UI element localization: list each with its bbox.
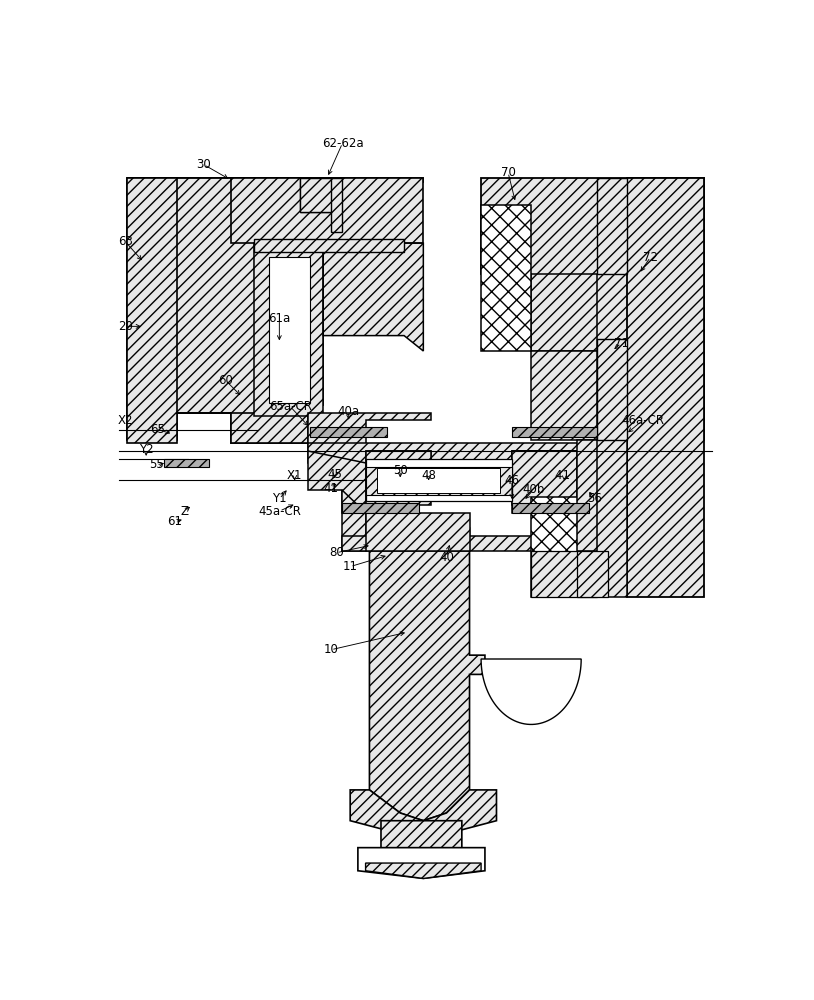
Text: 70: 70 bbox=[501, 166, 515, 179]
Polygon shape bbox=[308, 451, 365, 513]
Polygon shape bbox=[381, 821, 462, 871]
Text: 46: 46 bbox=[505, 474, 519, 487]
Polygon shape bbox=[597, 339, 628, 440]
Polygon shape bbox=[512, 503, 589, 513]
Polygon shape bbox=[164, 459, 208, 467]
Polygon shape bbox=[365, 466, 512, 495]
Text: 46a-CR: 46a-CR bbox=[621, 414, 664, 427]
Polygon shape bbox=[310, 427, 387, 437]
Text: 41: 41 bbox=[323, 482, 339, 495]
Polygon shape bbox=[512, 427, 597, 437]
Polygon shape bbox=[597, 178, 628, 274]
Polygon shape bbox=[365, 451, 431, 505]
Polygon shape bbox=[365, 459, 512, 501]
Polygon shape bbox=[365, 513, 470, 551]
Polygon shape bbox=[308, 413, 431, 451]
Polygon shape bbox=[127, 178, 323, 443]
Polygon shape bbox=[577, 551, 608, 597]
Text: 61: 61 bbox=[167, 515, 182, 528]
Polygon shape bbox=[231, 178, 423, 243]
Text: 63: 63 bbox=[118, 235, 133, 248]
Text: 71: 71 bbox=[614, 337, 628, 350]
Polygon shape bbox=[628, 178, 704, 597]
Polygon shape bbox=[531, 351, 597, 440]
Polygon shape bbox=[254, 239, 404, 252]
Text: X1: X1 bbox=[287, 469, 303, 482]
Text: 62-62a: 62-62a bbox=[322, 137, 363, 150]
Polygon shape bbox=[531, 551, 597, 597]
Text: 45a-CR: 45a-CR bbox=[258, 505, 301, 518]
Polygon shape bbox=[127, 178, 308, 443]
Text: 56: 56 bbox=[588, 492, 602, 505]
Polygon shape bbox=[512, 451, 577, 513]
Text: 55: 55 bbox=[149, 458, 164, 471]
Text: X2: X2 bbox=[117, 414, 133, 427]
Polygon shape bbox=[127, 178, 423, 243]
Text: 30: 30 bbox=[196, 158, 212, 171]
Polygon shape bbox=[377, 468, 501, 493]
Text: 20: 20 bbox=[118, 320, 133, 333]
Polygon shape bbox=[323, 243, 423, 351]
Text: 10: 10 bbox=[323, 643, 339, 656]
Polygon shape bbox=[308, 443, 628, 463]
Text: Y2: Y2 bbox=[139, 443, 154, 456]
Polygon shape bbox=[577, 440, 628, 551]
Text: 40b: 40b bbox=[523, 483, 545, 496]
Polygon shape bbox=[343, 490, 365, 551]
Polygon shape bbox=[343, 503, 419, 513]
Text: 41: 41 bbox=[555, 469, 574, 482]
Text: 40: 40 bbox=[439, 551, 454, 564]
Polygon shape bbox=[254, 243, 404, 282]
Text: 80: 80 bbox=[329, 546, 344, 559]
Polygon shape bbox=[535, 490, 577, 551]
Polygon shape bbox=[300, 178, 343, 232]
Polygon shape bbox=[269, 257, 310, 403]
Text: 50: 50 bbox=[393, 464, 408, 477]
Polygon shape bbox=[358, 848, 485, 878]
Polygon shape bbox=[300, 178, 331, 212]
Text: 45: 45 bbox=[327, 468, 342, 481]
Text: 48: 48 bbox=[422, 469, 436, 482]
Polygon shape bbox=[365, 863, 481, 878]
Polygon shape bbox=[531, 497, 597, 597]
Polygon shape bbox=[481, 659, 581, 724]
Polygon shape bbox=[343, 536, 577, 551]
Polygon shape bbox=[481, 205, 531, 351]
Polygon shape bbox=[481, 178, 704, 440]
Polygon shape bbox=[370, 528, 485, 821]
Text: Y1: Y1 bbox=[272, 492, 287, 505]
Text: 65a-CR: 65a-CR bbox=[269, 400, 312, 413]
Polygon shape bbox=[512, 451, 577, 505]
Text: Z: Z bbox=[181, 505, 189, 518]
Text: 72: 72 bbox=[643, 251, 658, 264]
Polygon shape bbox=[597, 440, 628, 597]
Polygon shape bbox=[254, 243, 323, 416]
Text: 40a: 40a bbox=[338, 405, 360, 418]
Polygon shape bbox=[531, 274, 597, 351]
Polygon shape bbox=[350, 790, 497, 840]
Text: 60: 60 bbox=[218, 374, 233, 387]
Text: 65: 65 bbox=[151, 423, 165, 436]
Text: 61a: 61a bbox=[269, 312, 291, 325]
Text: 11: 11 bbox=[343, 560, 357, 573]
